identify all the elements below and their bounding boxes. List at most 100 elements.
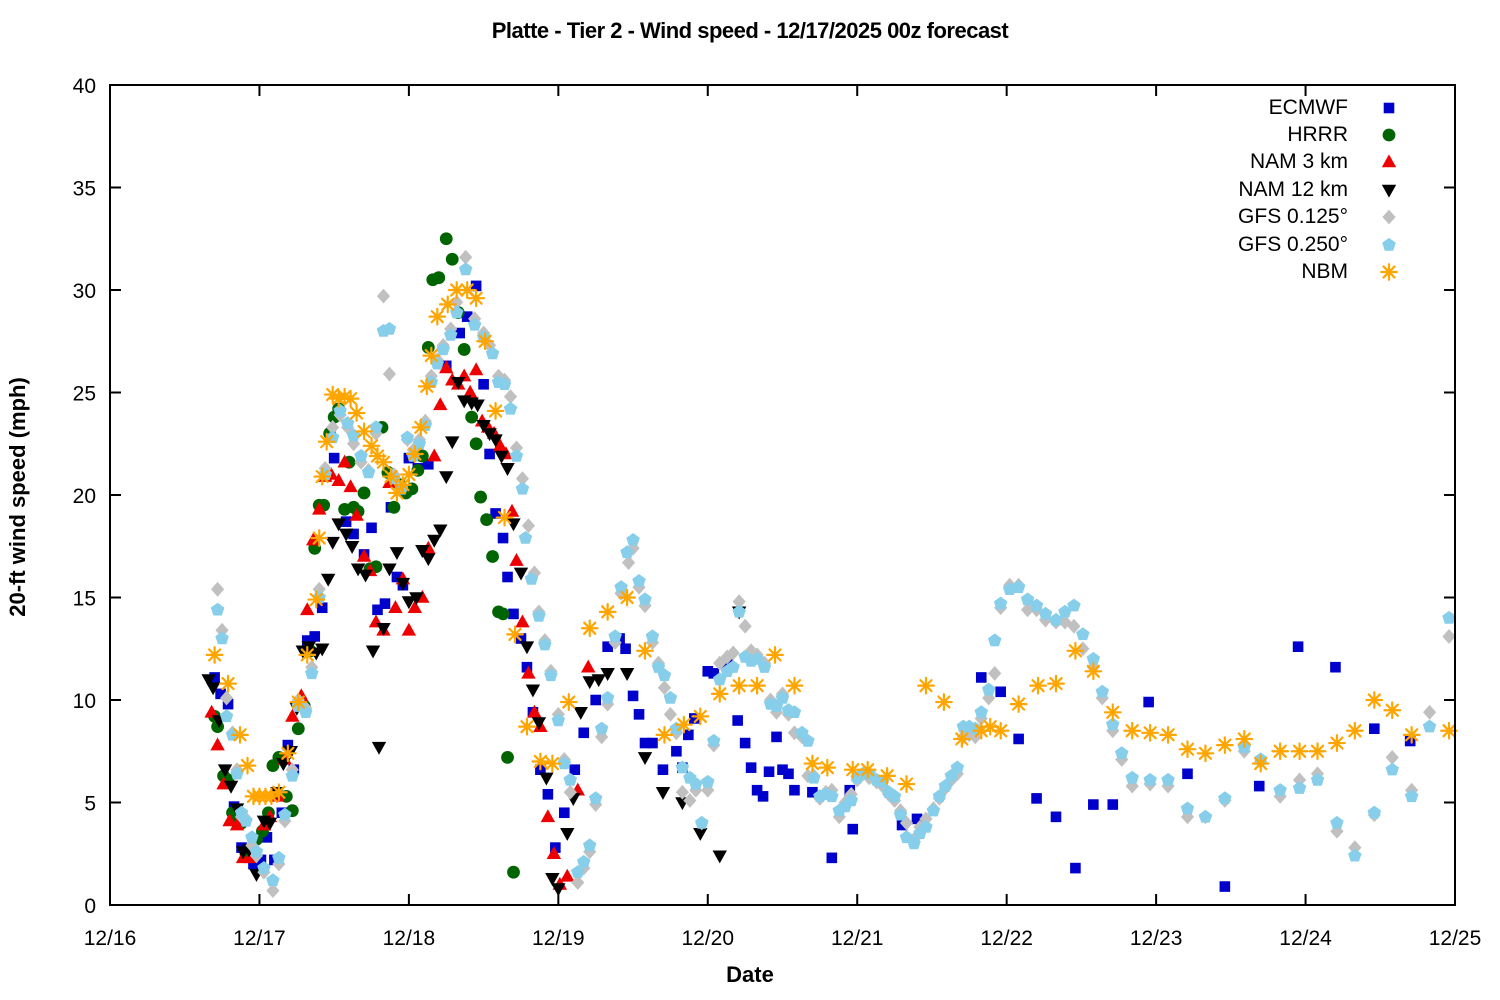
data-point	[266, 883, 280, 899]
data-point	[469, 437, 483, 451]
data-point	[803, 754, 822, 773]
data-point	[1440, 721, 1458, 740]
data-point	[826, 852, 838, 864]
data-point	[1385, 750, 1399, 765]
data-point	[748, 676, 766, 695]
axes: 12/16 12/17 12/18 12/19 12/20 12/21 12/22 12/23…	[73, 75, 1482, 950]
data-point	[338, 528, 354, 542]
data-point	[801, 733, 815, 747]
data-point	[1218, 791, 1232, 805]
data-point	[917, 676, 935, 695]
data-point	[1215, 736, 1234, 755]
data-point	[1050, 811, 1062, 823]
data-point	[421, 553, 436, 567]
data-point	[1404, 735, 1416, 747]
data-point	[515, 481, 530, 495]
data-point	[333, 403, 347, 417]
series-gfs-0-250-	[210, 262, 1456, 887]
data-point	[310, 529, 329, 547]
data-point	[763, 766, 775, 778]
data-point	[439, 471, 454, 485]
data-point	[620, 545, 634, 559]
chart-title: Platte - Tier 2 - Wind speed - 12/17/202…	[491, 18, 1009, 43]
data-point	[757, 791, 769, 802]
data-point	[494, 450, 509, 464]
data-point	[316, 602, 328, 614]
data-point	[515, 633, 527, 644]
data-point	[1141, 723, 1160, 742]
data-point	[675, 784, 689, 800]
data-point	[636, 641, 654, 660]
data-point	[365, 645, 381, 659]
data-point	[439, 232, 453, 246]
data-point	[771, 731, 782, 743]
data-point	[261, 832, 273, 843]
data-point	[1182, 768, 1193, 780]
data-point	[1020, 602, 1035, 618]
data-point	[502, 571, 513, 583]
data-point	[519, 641, 535, 655]
data-point	[1198, 809, 1213, 823]
data-point	[614, 580, 628, 593]
data-point	[382, 366, 397, 382]
legend-label: NBM	[1301, 260, 1348, 284]
data-point	[503, 389, 518, 404]
y-tick-label: 25	[73, 383, 96, 406]
data-point	[470, 280, 482, 292]
data-point	[503, 401, 518, 415]
data-point	[508, 608, 519, 620]
data-point	[495, 508, 514, 527]
data-point	[376, 622, 391, 636]
data-point	[395, 577, 411, 591]
data-point	[409, 592, 424, 606]
data-point	[594, 721, 609, 735]
data-point	[412, 436, 427, 450]
data-point	[1308, 742, 1327, 761]
series-nam-12-km	[201, 376, 747, 897]
data-point	[578, 727, 590, 739]
data-point	[515, 614, 530, 628]
data-point	[1009, 695, 1028, 714]
data-point	[492, 438, 508, 452]
data-point	[374, 453, 393, 472]
legend-marker-triangle-up-icon	[1381, 154, 1397, 168]
series-nbm	[205, 281, 1458, 806]
data-point	[651, 660, 666, 673]
data-point	[893, 807, 908, 821]
data-point	[560, 827, 575, 841]
data-point	[382, 467, 400, 486]
legend-label: GFS 0.250°	[1238, 232, 1348, 256]
data-point	[470, 399, 485, 413]
data-point	[450, 294, 464, 310]
data-point	[637, 752, 653, 765]
data-point	[657, 668, 672, 682]
data-point	[732, 604, 746, 618]
data-point	[300, 602, 315, 616]
data-point	[509, 553, 524, 566]
data-point	[459, 249, 473, 265]
data-point	[266, 873, 280, 887]
data-point	[647, 737, 658, 749]
data-point	[525, 684, 541, 698]
data-point	[521, 665, 536, 679]
x-axis-label: Date	[726, 962, 774, 987]
data-point	[988, 633, 1002, 647]
data-point	[272, 850, 286, 864]
legend-row: GFS 0.125°	[1238, 204, 1400, 231]
data-point	[476, 420, 491, 433]
data-point	[932, 789, 947, 803]
data-point	[1196, 744, 1215, 763]
legend-marker-triangle-down-icon	[1381, 184, 1397, 198]
legend-label: NAM 12 km	[1238, 177, 1348, 201]
data-point	[278, 813, 292, 829]
data-points	[201, 232, 1458, 899]
data-point	[298, 645, 317, 664]
y-tick-label: 5	[84, 793, 96, 816]
data-point	[542, 789, 554, 800]
data-point	[305, 666, 319, 680]
data-point	[571, 865, 585, 878]
data-point	[751, 784, 763, 796]
data-point	[847, 823, 859, 835]
data-point	[919, 820, 933, 833]
